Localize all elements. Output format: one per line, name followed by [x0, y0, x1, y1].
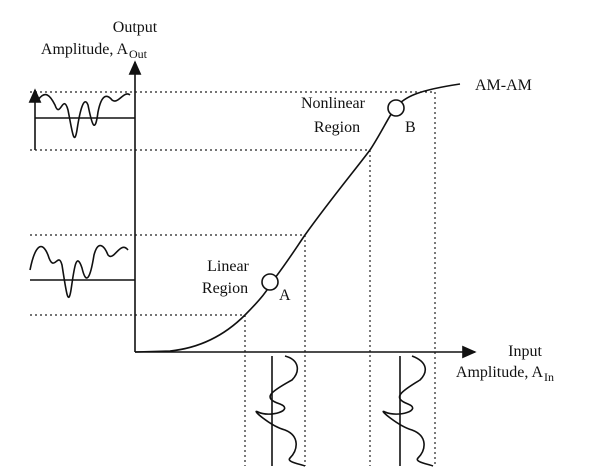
point-b: [387, 99, 405, 117]
region-label: Region: [202, 280, 248, 297]
waveforms: [28, 88, 434, 467]
point-label: A: [279, 287, 291, 304]
x-axis-label: Amplitude, A: [456, 364, 544, 381]
curve-label: AM-AM: [475, 77, 532, 94]
point-a: [261, 273, 279, 291]
x-axis-label: Input: [508, 343, 542, 360]
axes: [128, 60, 477, 359]
region-label: Nonlinear: [301, 95, 366, 112]
x-axis-subscript: In: [544, 370, 554, 384]
point-label: B: [405, 119, 416, 136]
y-axis-label: Output: [113, 19, 158, 36]
y-axis-label: Amplitude, A: [41, 41, 129, 58]
y-axis-subscript: Out: [129, 47, 148, 61]
guides: [30, 91, 436, 466]
region-label: Linear: [207, 258, 249, 275]
region-label: Region: [314, 119, 360, 136]
